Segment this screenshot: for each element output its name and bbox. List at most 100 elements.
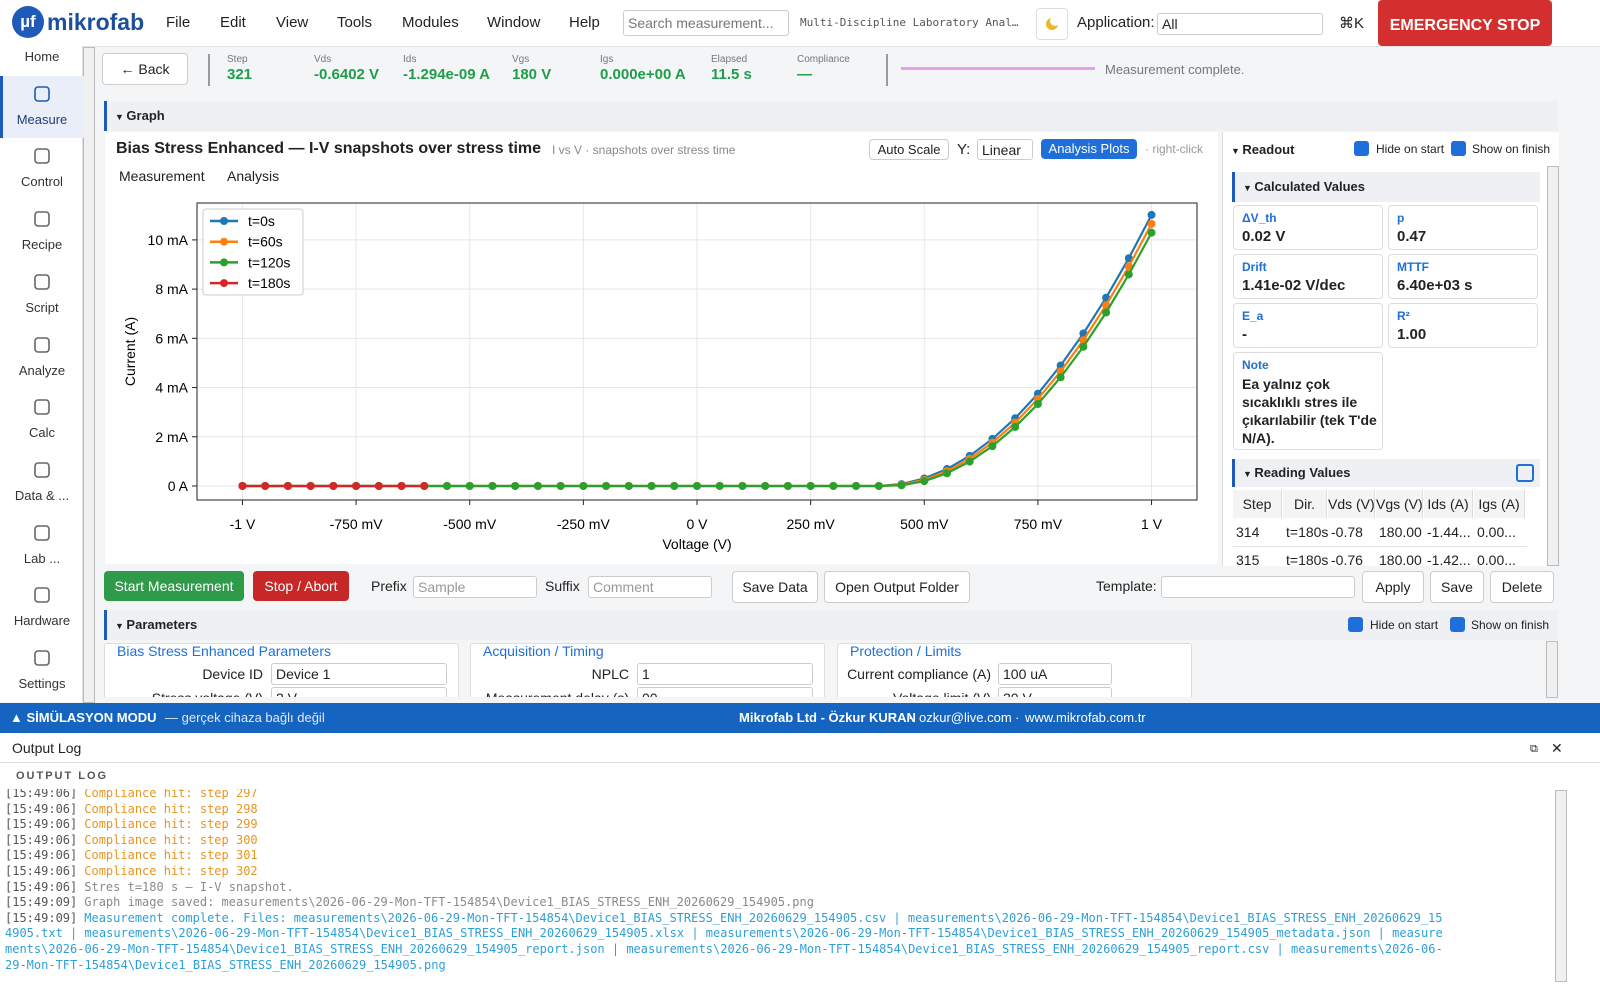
tab[interactable]: Analysis <box>227 168 280 184</box>
nav-item[interactable]: Recipe <box>21 237 63 253</box>
nav-item[interactable]: Data & ... <box>14 487 70 503</box>
point <box>238 481 247 490</box>
field-input[interactable]: 00 <box>637 687 813 697</box>
nav-icon <box>34 399 50 415</box>
field-input[interactable]: 100 uA <box>998 663 1112 685</box>
nav-item[interactable]: Hardware <box>13 613 71 629</box>
template-select[interactable] <box>1161 576 1355 598</box>
graph-panel <box>105 132 1218 564</box>
nav-item[interactable]: Control <box>21 174 63 190</box>
nav-icon <box>34 211 50 227</box>
log-time: [15:49:06] <box>5 879 78 894</box>
y-scale-select[interactable]: Linear <box>977 139 1033 160</box>
menu-item[interactable]: Edit <box>220 14 246 31</box>
checkbox[interactable] <box>1348 617 1363 632</box>
checkbox[interactable] <box>1450 617 1465 632</box>
x-tick-label: 250 mV <box>787 516 836 532</box>
hide-on-start: Hide on start <box>1370 618 1439 632</box>
emergency-stop[interactable]: EMERGENCY STOP <box>1378 0 1552 46</box>
param-group: Acquisition / Timing NPLC 1 Measurement del… <box>470 643 825 697</box>
theme-toggle[interactable] <box>1036 8 1068 40</box>
application-select[interactable]: All <box>1157 13 1323 35</box>
table-header[interactable]: Dir. <box>1283 490 1327 518</box>
point <box>1056 373 1065 382</box>
back-button[interactable]: ← Back <box>102 53 188 85</box>
card-label: ΔV_th <box>1242 211 1277 225</box>
stat-value: -1.294e-09 A <box>403 66 490 83</box>
reading-header[interactable]: ▼ Reading Values <box>1232 459 1540 487</box>
table-header[interactable]: Ids (A) <box>1424 490 1473 518</box>
company: Mikrofab Ltd - Özkur KURAN <box>739 710 916 725</box>
field-label: Stress voltage (V) <box>152 690 263 697</box>
auto-scale[interactable]: Auto Scale <box>869 139 949 160</box>
graph-header[interactable]: ▼ Graph <box>104 101 1558 131</box>
table-header[interactable]: Step <box>1233 490 1282 518</box>
delete[interactable]: Delete <box>1490 571 1554 603</box>
parameters-header[interactable]: ▼ Parameters <box>104 610 1558 640</box>
log-time: [15:49:06] <box>5 801 78 816</box>
nav-item[interactable]: Lab ... <box>23 550 61 566</box>
point <box>602 481 611 490</box>
search[interactable]: Search measurement... <box>623 10 789 36</box>
legend-marker <box>220 237 228 246</box>
icon-shape <box>34 399 50 415</box>
readout-card: MTTF 6.40e+03 s <box>1388 254 1538 299</box>
log-time: [15:49:09] <box>5 895 78 910</box>
field-input[interactable]: Device 1 <box>271 663 447 685</box>
nav-item[interactable]: Settings <box>18 676 66 691</box>
table-header[interactable]: Vgs (V) <box>1376 490 1423 518</box>
y-tick-label: 2 mA <box>155 429 188 445</box>
point <box>670 481 679 490</box>
checkbox[interactable] <box>1451 141 1466 156</box>
log-time: [15:49:06] <box>5 817 78 832</box>
stat-value: — <box>797 66 812 83</box>
nav-item[interactable]: Analyze <box>18 362 66 378</box>
calculated-header[interactable]: ▼ Calculated Values <box>1232 172 1540 202</box>
menu-item[interactable]: Modules <box>402 14 459 31</box>
legend-label: t=180s <box>248 275 290 291</box>
nav-icon <box>34 148 50 165</box>
stop-button[interactable]: Stop / Abort <box>253 571 349 601</box>
point <box>443 481 451 490</box>
field-input[interactable]: 20 V <box>998 687 1112 697</box>
log-scrollbar <box>1555 790 1567 982</box>
point <box>465 481 474 490</box>
nav-item[interactable]: Calc <box>28 425 55 441</box>
stat-value: 11.5 s <box>711 66 752 83</box>
field-label: Device ID <box>202 666 263 682</box>
nav-item[interactable]: Home <box>24 49 60 64</box>
prefix-input[interactable]: Sample <box>413 576 537 598</box>
save[interactable]: Save <box>1430 571 1484 603</box>
save-data[interactable]: Save Data <box>732 571 818 603</box>
point <box>329 481 338 490</box>
open-folder[interactable]: Open Output Folder <box>824 571 970 603</box>
readout-header[interactable]: ▼ Readout <box>1231 142 1294 157</box>
analysis-plots[interactable]: Analysis Plots <box>1041 139 1137 159</box>
menu-item[interactable]: View <box>276 14 309 31</box>
field-input[interactable]: 2 V <box>271 687 447 697</box>
log-float[interactable]: ⧉ <box>1530 743 1538 755</box>
tab[interactable]: Measurement <box>119 168 205 184</box>
menu-item[interactable]: Window <box>487 14 541 31</box>
table-header[interactable]: Vds (V) <box>1328 490 1375 518</box>
menu-item[interactable]: Tools <box>337 14 373 31</box>
point <box>352 481 361 490</box>
field-input[interactable]: 1 <box>637 663 813 685</box>
log-line: [15:49:06] Stres t=180 s — I-V snapshot. <box>5 880 1445 896</box>
menu-item[interactable]: Help <box>569 14 600 31</box>
icon-shape <box>34 336 50 353</box>
start-button[interactable]: Start Measurement <box>104 571 244 601</box>
suffix-input[interactable]: Comment <box>588 576 712 598</box>
menu-item[interactable]: File <box>166 14 191 31</box>
apply[interactable]: Apply <box>1362 571 1424 603</box>
checkbox[interactable] <box>1354 141 1369 156</box>
moon-icon <box>1046 16 1060 30</box>
note-card: Note Ea yalnız çok sıcaklıklı stres ile ç… <box>1233 352 1383 450</box>
table-header[interactable]: Igs (A) <box>1474 490 1525 518</box>
table-cell: -1.42... <box>1424 547 1475 566</box>
nav-item[interactable]: Measure <box>16 111 68 127</box>
log-close[interactable]: ✕ <box>1551 740 1563 756</box>
nav-item[interactable]: Script <box>25 299 59 315</box>
log-time: [15:49:06] <box>5 832 78 847</box>
copy-button[interactable] <box>1516 464 1534 482</box>
